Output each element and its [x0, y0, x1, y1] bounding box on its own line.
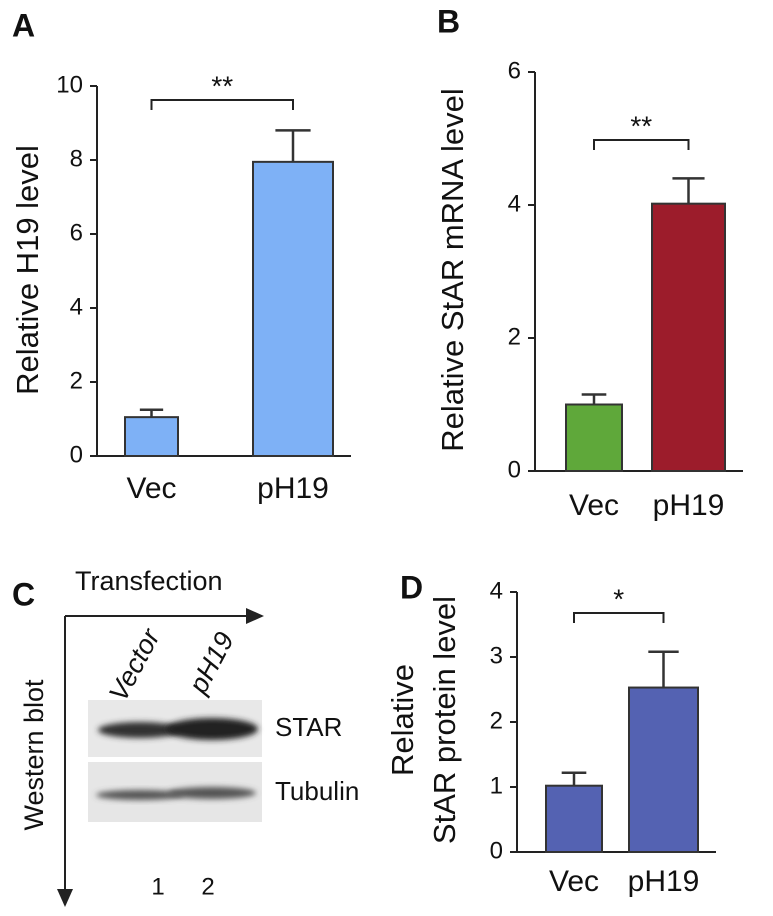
x-label: Transfection	[75, 566, 223, 596]
y-tick-label: 2	[490, 707, 503, 734]
y-axis-label: Relative H19 level	[10, 145, 45, 395]
band	[166, 718, 258, 740]
x-tick-label: Vec	[549, 865, 599, 898]
y-tick-label: 4	[508, 190, 521, 217]
y-tick-label: 4	[70, 293, 83, 320]
significance-bracket	[150, 99, 294, 110]
y-tick-label: 4	[490, 577, 503, 604]
y-tick-label: 6	[70, 219, 83, 246]
y-tick-label: 0	[490, 837, 503, 864]
x-tick-label: pH19	[628, 865, 700, 898]
y-axis-label: StAR protein level	[427, 596, 462, 844]
lane-label: Vector	[103, 623, 166, 706]
x-tick-label: pH19	[257, 472, 329, 505]
panel-letter: C	[12, 576, 35, 612]
bar	[628, 686, 699, 853]
y-tick-label: 10	[56, 71, 83, 98]
panel-letter: A	[12, 7, 35, 43]
panel-letter: B	[437, 3, 460, 39]
bar	[252, 160, 334, 457]
significance-bracket	[573, 612, 665, 623]
band	[98, 722, 182, 738]
y-tick-label: 8	[70, 145, 83, 172]
y-tick-label: 1	[490, 772, 503, 799]
y-label: Western blot	[19, 679, 49, 831]
x-tick-label: Vec	[126, 472, 176, 505]
lane-label: pH19	[183, 627, 240, 699]
band	[96, 790, 184, 800]
lane-number: 1	[151, 873, 164, 900]
significance-label: **	[211, 70, 233, 101]
significance-label: *	[613, 583, 624, 614]
y-tick-label: 2	[508, 323, 521, 350]
band-label: Tubulin	[275, 776, 359, 806]
y-tick-label: 2	[70, 367, 83, 394]
significance-bracket	[593, 139, 690, 150]
panel-letter: D	[400, 569, 423, 605]
y-tick-label: 0	[70, 441, 83, 468]
bar	[545, 784, 603, 854]
band	[168, 787, 256, 799]
x-tick-label: Vec	[569, 489, 619, 522]
bar	[124, 416, 179, 457]
y-tick-label: 6	[508, 57, 521, 84]
y-tick-label: 0	[508, 456, 521, 483]
y-tick-label: 3	[490, 642, 503, 669]
bar	[651, 202, 726, 472]
significance-label: **	[630, 110, 652, 141]
x-tick-label: pH19	[653, 489, 725, 522]
y-axis-label: Relative StAR mRNA level	[435, 88, 470, 452]
lane-number: 2	[201, 873, 214, 900]
bar	[565, 403, 623, 472]
y-axis-label: Relative	[385, 664, 420, 776]
band-label: STAR	[275, 712, 342, 742]
